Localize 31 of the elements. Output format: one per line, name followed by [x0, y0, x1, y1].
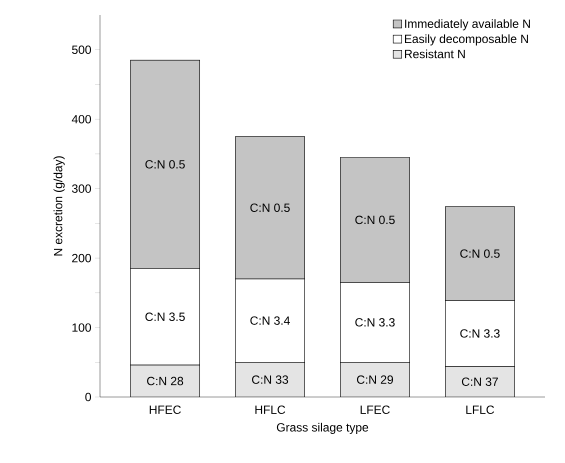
data-label: C:N 33 [252, 375, 288, 384]
x-axis-title: Grass silage type [276, 422, 368, 434]
data-label: C:N 0.5 [460, 249, 500, 258]
legend-label: Resistant N [404, 49, 465, 58]
x-tick-label: HFEC [150, 406, 181, 414]
data-label: C:N 3.5 [145, 312, 185, 322]
bar [445, 366, 515, 397]
y-tick-label: 200 [72, 254, 92, 262]
data-label: C:N 0.5 [355, 216, 395, 224]
y-tick-label: 100 [72, 323, 92, 332]
data-label: C:N 3.3 [355, 318, 395, 327]
y-tick-label: 300 [72, 184, 92, 193]
data-label: C:N 0.5 [250, 204, 290, 212]
legend-label: Immediately available N [405, 19, 530, 30]
data-label: C:N 37 [462, 377, 498, 386]
x-tick-label: LFLC [466, 406, 494, 414]
y-axis-title: N excretion (g/day) [54, 156, 65, 256]
x-tick-label: LFEC [360, 406, 390, 414]
data-label: C:N 29 [356, 375, 393, 384]
bar [130, 365, 200, 397]
data-label: C:N 0.5 [145, 160, 185, 169]
y-tick-label: 400 [72, 114, 92, 124]
bar [340, 362, 410, 397]
data-label: C:N 28 [147, 376, 184, 386]
data-label: C:N 3.3 [460, 329, 500, 338]
y-tick-label: 500 [72, 45, 92, 54]
x-tick-label: HFLC [255, 406, 286, 414]
data-label: C:N 3.4 [250, 316, 290, 325]
bar [235, 362, 305, 397]
y-tick-label: 0 [85, 392, 92, 402]
legend-label: Easily decomposable N [404, 34, 528, 46]
